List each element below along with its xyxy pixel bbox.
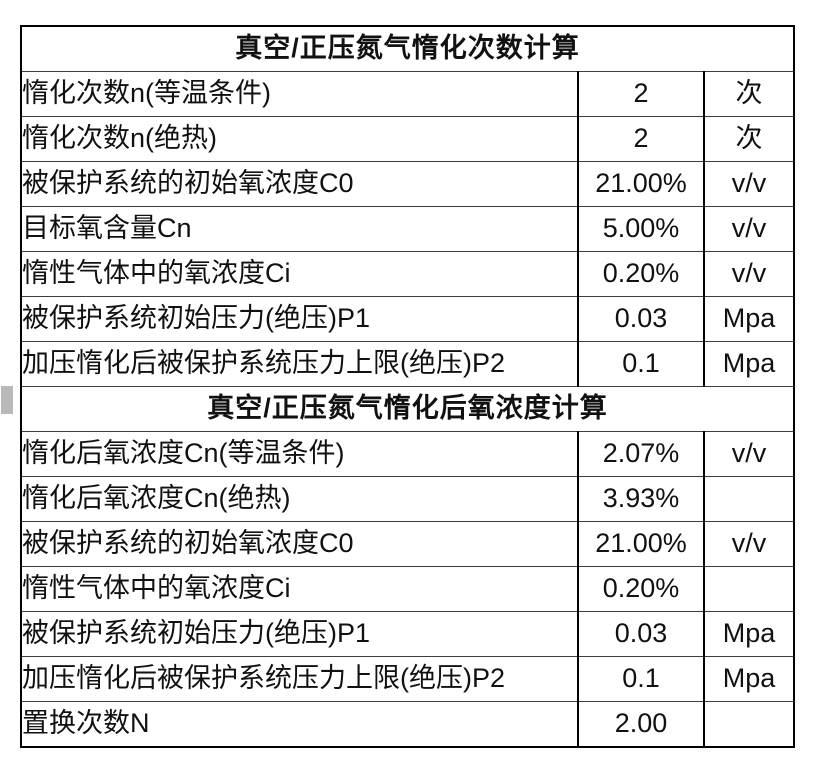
- row-value-cell[interactable]: 0.1: [577, 656, 705, 702]
- table-row: 目标氧含量Cn 5.00% v/v: [20, 206, 796, 252]
- section1-title-cell[interactable]: 真空/正压氮气惰化次数计算: [19, 25, 796, 72]
- table-row: 被保护系统初始压力(绝压)P1 0.03 Mpa: [20, 611, 796, 657]
- row-value-cell[interactable]: 2.07%: [577, 431, 705, 477]
- row-label-cell[interactable]: 惰化后氧浓度Cn(绝热): [20, 476, 579, 522]
- row-unit-cell[interactable]: Mpa: [702, 296, 796, 342]
- section2-title-cell[interactable]: 真空/正压氮气惰化后氧浓度计算: [19, 386, 796, 432]
- row-label-cell[interactable]: 加压惰化后被保护系统压力上限(绝压)P2: [20, 656, 579, 702]
- row-label-cell[interactable]: 惰化次数n(等温条件): [20, 71, 579, 117]
- row-unit-cell[interactable]: 次: [702, 116, 796, 162]
- row-value-cell[interactable]: 0.20%: [577, 251, 705, 297]
- table-row: 被保护系统的初始氧浓度C0 21.00% v/v: [20, 521, 796, 567]
- row-label-cell[interactable]: 置换次数N: [20, 701, 579, 748]
- table-row: 加压惰化后被保护系统压力上限(绝压)P2 0.1 Mpa: [20, 341, 796, 387]
- row-value-cell[interactable]: 0.03: [577, 296, 705, 342]
- table-row: 置换次数N 2.00: [20, 701, 796, 748]
- row-value-cell[interactable]: 0.1: [577, 341, 705, 387]
- row-label-cell[interactable]: 加压惰化后被保护系统压力上限(绝压)P2: [20, 341, 579, 387]
- row-unit-cell[interactable]: Mpa: [702, 611, 796, 657]
- row-label-cell[interactable]: 目标氧含量Cn: [20, 206, 579, 252]
- row-value-cell[interactable]: 21.00%: [577, 521, 705, 567]
- row-value-cell[interactable]: 3.93%: [577, 476, 705, 522]
- row-value-cell[interactable]: 0.03: [577, 611, 705, 657]
- row-label-cell[interactable]: 被保护系统初始压力(绝压)P1: [20, 611, 579, 657]
- row-unit-cell[interactable]: [702, 701, 796, 748]
- row-unit-cell[interactable]: Mpa: [702, 656, 796, 702]
- row-unit-cell[interactable]: Mpa: [702, 341, 796, 387]
- row-value-cell[interactable]: 0.20%: [577, 566, 705, 612]
- row-value-cell[interactable]: 5.00%: [577, 206, 705, 252]
- table-row: 惰化次数n(绝热) 2 次: [20, 116, 796, 162]
- table-row: 惰化后氧浓度Cn(绝热) 3.93%: [20, 476, 796, 522]
- table-row: 加压惰化后被保护系统压力上限(绝压)P2 0.1 Mpa: [20, 656, 796, 702]
- row-unit-cell[interactable]: v/v: [702, 206, 796, 252]
- row-unit-cell[interactable]: [702, 476, 796, 522]
- row-unit-cell[interactable]: v/v: [702, 251, 796, 297]
- table-row: 真空/正压氮气惰化次数计算: [19, 25, 796, 72]
- left-edge-gray-marker: [1, 386, 13, 414]
- row-label-cell[interactable]: 被保护系统的初始氧浓度C0: [20, 521, 579, 567]
- row-label-cell[interactable]: 惰性气体中的氧浓度Ci: [20, 566, 579, 612]
- row-label-cell[interactable]: 被保护系统的初始氧浓度C0: [20, 161, 579, 207]
- row-value-cell[interactable]: 2: [577, 71, 705, 117]
- table-row: 惰性气体中的氧浓度Ci 0.20% v/v: [20, 251, 796, 297]
- row-unit-cell[interactable]: v/v: [702, 161, 796, 207]
- table-row: 惰化后氧浓度Cn(等温条件) 2.07% v/v: [20, 431, 796, 477]
- row-label-cell[interactable]: 惰性气体中的氧浓度Ci: [20, 251, 579, 297]
- row-label-cell[interactable]: 惰化后氧浓度Cn(等温条件): [20, 431, 579, 477]
- row-value-cell[interactable]: 21.00%: [577, 161, 705, 207]
- inerting-calc-table: 真空/正压氮气惰化次数计算 惰化次数n(等温条件) 2 次 惰化次数n(绝热) …: [19, 25, 796, 748]
- row-unit-cell[interactable]: v/v: [702, 431, 796, 477]
- table-row: 被保护系统初始压力(绝压)P1 0.03 Mpa: [20, 296, 796, 342]
- table-row: 惰化次数n(等温条件) 2 次: [20, 71, 796, 117]
- row-label-cell[interactable]: 被保护系统初始压力(绝压)P1: [20, 296, 579, 342]
- table-row: 被保护系统的初始氧浓度C0 21.00% v/v: [20, 161, 796, 207]
- table-row: 惰性气体中的氧浓度Ci 0.20%: [20, 566, 796, 612]
- table-row: 真空/正压氮气惰化后氧浓度计算: [19, 386, 796, 432]
- row-value-cell[interactable]: 2.00: [577, 701, 705, 748]
- row-value-cell[interactable]: 2: [577, 116, 705, 162]
- row-unit-cell[interactable]: [702, 566, 796, 612]
- row-unit-cell[interactable]: 次: [702, 71, 796, 117]
- row-label-cell[interactable]: 惰化次数n(绝热): [20, 116, 579, 162]
- row-unit-cell[interactable]: v/v: [702, 521, 796, 567]
